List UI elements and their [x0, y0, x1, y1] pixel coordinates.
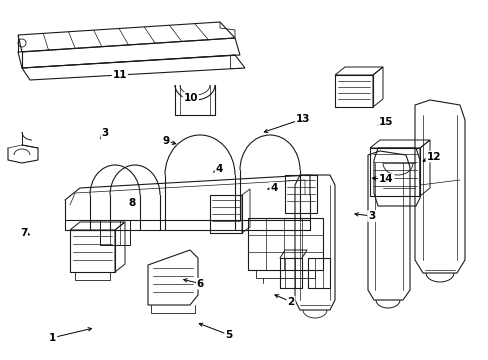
Text: 4: 4 [215, 164, 223, 174]
Text: 11: 11 [112, 70, 127, 80]
Text: 3: 3 [367, 211, 374, 221]
Text: 3: 3 [102, 128, 108, 138]
Text: 8: 8 [128, 198, 135, 208]
Text: 4: 4 [269, 183, 277, 193]
Text: 14: 14 [378, 174, 393, 184]
Text: 13: 13 [295, 114, 310, 124]
Text: 6: 6 [197, 279, 203, 289]
Text: 10: 10 [183, 93, 198, 103]
Text: 9: 9 [163, 136, 169, 146]
Text: 15: 15 [378, 117, 393, 127]
Text: 12: 12 [426, 152, 440, 162]
Text: 1: 1 [49, 333, 56, 343]
Text: 5: 5 [225, 330, 232, 340]
Text: 7: 7 [20, 228, 27, 238]
Text: 2: 2 [287, 297, 294, 307]
